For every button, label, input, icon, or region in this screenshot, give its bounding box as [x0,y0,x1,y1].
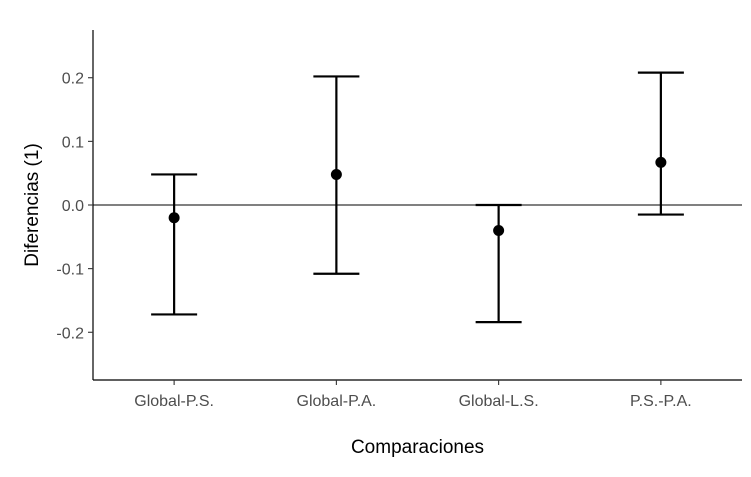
x-tick-label: Global-P.A. [297,393,377,410]
x-tick-label: P.S.-P.A. [630,393,692,410]
y-tick-label: -0.1 [56,262,84,279]
y-axis-title: Diferencias (1) [22,143,43,267]
y-tick-label: 0.0 [62,198,84,215]
estimate-point [168,212,180,224]
y-tick-label: 0.1 [62,134,84,151]
x-tick-label: Global-L.S. [459,393,539,410]
y-tick-label: -0.2 [56,325,84,342]
estimate-point [655,156,667,168]
x-tick-label: Global-P.S. [134,393,214,410]
x-axis-title: Comparaciones [351,437,484,458]
marks [93,71,742,324]
y-tick-label: 0.2 [62,71,84,88]
estimate-point [493,224,505,236]
estimate-point [330,168,342,180]
axes: -0.2 -0.1 0.0 0.1 0.2 Global-P.S. Global-P.A. G… [56,30,742,410]
